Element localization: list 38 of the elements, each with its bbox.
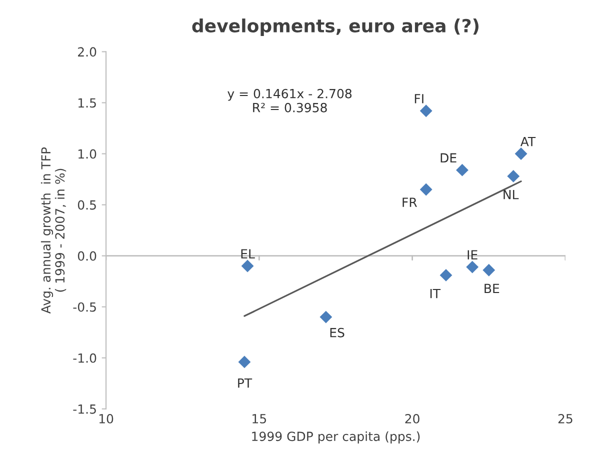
point [241,260,254,272]
y-tick-label: 0.0 [78,251,96,261]
point [482,264,496,276]
y-tick-label: -1.0 [73,353,96,363]
annotation: AT [520,136,536,146]
annotation: EL [241,249,255,258]
annotation: y = 0.1461x - 2.708 R² = 0.3958 [228,88,352,112]
point [238,356,251,368]
point [420,104,432,118]
point [320,310,332,324]
x-tick-label: 15 [252,414,266,424]
y-tick-label: -0.5 [73,302,96,312]
point [456,164,468,176]
y-tick-label: -1.5 [73,404,96,414]
annotation: IT [430,288,441,298]
annotation: IE [468,250,478,260]
y-tick-label: 1.0 [78,149,96,159]
annotation: PT [238,378,252,388]
x-tick-label: 25 [558,414,572,424]
y-tick-label: 2.0 [78,47,96,57]
annotation: FI [414,94,424,104]
point [420,183,432,196]
x-tick-label: 20 [405,414,420,424]
point [507,170,520,182]
y-tick-label: 0.5 [78,200,96,210]
annotation: BE [484,284,500,293]
annotation: FR [402,198,417,207]
x-tick-label: 10 [99,414,114,424]
y-tick-label: 1.5 [78,98,96,108]
annotation: ES [330,328,344,338]
point [440,268,452,282]
y-axis-title: Avg. annual growth in TFP ( 1999 - 2007, in %) [40,147,66,314]
chart-title: developments, euro area (?) [192,18,478,36]
x-axis-title: 1999 GDP per capita (pps.) [252,431,420,444]
annotation: NL [504,190,519,200]
point [466,260,479,274]
annotation: DE [440,153,456,162]
point [514,148,528,160]
